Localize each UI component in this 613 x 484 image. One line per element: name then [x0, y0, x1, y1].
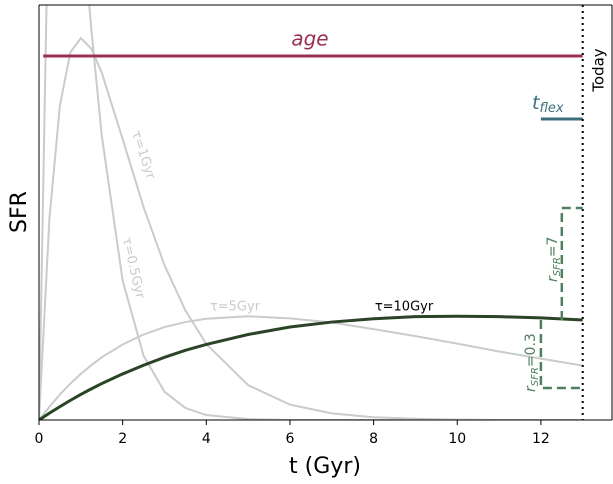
x-tick-label: 10 — [448, 431, 466, 447]
x-tick-label: 6 — [285, 431, 294, 447]
plot-area — [39, 5, 583, 420]
r-high-sub: SFR — [552, 257, 563, 276]
tflex-main: t — [532, 92, 541, 114]
today-label: Today — [590, 48, 608, 93]
age-label: age — [291, 27, 328, 51]
series-line — [39, 36, 583, 420]
tflex-label: tflex — [532, 92, 564, 116]
r-low-rest: =0.3 — [523, 333, 539, 367]
series-label: τ=0.5Gyr — [119, 236, 148, 301]
x-tick-label: 0 — [35, 431, 44, 447]
r-low-main: r — [523, 385, 539, 392]
series-label: τ=10Gyr — [375, 300, 434, 315]
series-line — [39, 5, 583, 420]
x-tick-label: 8 — [369, 431, 378, 447]
tflex-sub: flex — [539, 101, 563, 116]
x-tick-label: 12 — [532, 431, 550, 447]
y-axis-label: SFR — [7, 191, 32, 233]
r-high-rest: =7 — [545, 237, 561, 258]
x-tick-label: 2 — [118, 431, 127, 447]
x-axis-label: t (Gyr) — [289, 454, 361, 479]
r-low-label: rSFR=0.3 — [523, 333, 541, 392]
r-high-label: rSFR=7 — [545, 237, 563, 282]
r-low-bracket — [539, 320, 583, 390]
r-low-sub: SFR — [530, 367, 541, 386]
x-tick-label: 4 — [202, 431, 211, 447]
series-line — [39, 315, 583, 420]
series-line — [39, 314, 583, 420]
series-label: τ=5Gyr — [210, 300, 261, 315]
r-high-main: r — [545, 275, 561, 282]
r-high-bracket — [560, 206, 583, 320]
